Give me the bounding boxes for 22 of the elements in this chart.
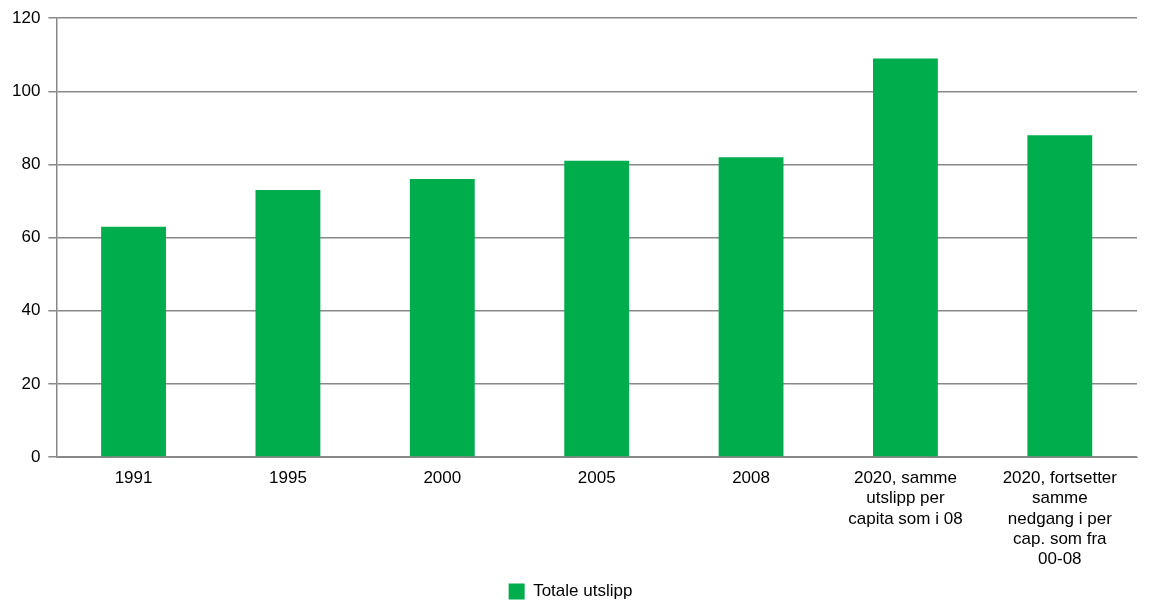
y-tick-label: 40 xyxy=(21,300,41,320)
y-tick-label: 80 xyxy=(21,154,41,174)
x-tick-label: 2000 xyxy=(423,467,462,487)
x-tick-label: 1995 xyxy=(269,467,307,487)
bar xyxy=(873,58,938,457)
x-tick-label: 2020, fortsetter samme nedgang i per cap. som fra 00-08 xyxy=(1002,467,1118,569)
x-tick-label: 2005 xyxy=(577,467,616,487)
x-tick-label: 2008 xyxy=(732,467,770,487)
y-tick-label: 60 xyxy=(21,227,41,247)
y-tick-label: 20 xyxy=(21,373,41,393)
bar xyxy=(255,190,321,457)
bar xyxy=(1027,135,1093,457)
y-tick-label: 120 xyxy=(11,7,41,27)
y-tick-label: 0 xyxy=(30,446,41,466)
y-tick-label: 100 xyxy=(11,81,41,101)
bar xyxy=(409,179,475,457)
bar xyxy=(718,157,784,457)
legend-label: Totale utslipp xyxy=(533,581,633,601)
x-tick-label: 2020, samme utslipp per capita som i 08 xyxy=(848,467,963,528)
bar xyxy=(101,226,166,457)
bar xyxy=(564,160,630,457)
x-tick-label: 1991 xyxy=(114,467,153,487)
